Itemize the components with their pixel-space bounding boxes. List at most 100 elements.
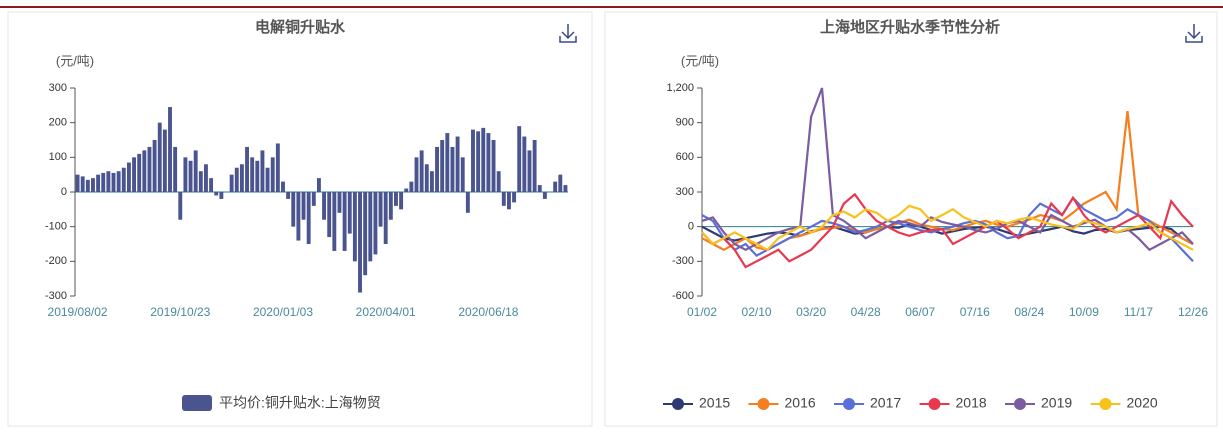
download-icon[interactable]: [1185, 24, 1203, 43]
y-tick-label: 300: [49, 82, 67, 94]
bar: [327, 192, 332, 238]
bar: [286, 192, 291, 199]
bar: [214, 192, 219, 196]
bar: [116, 171, 121, 192]
legend-label: 平均价:铜升贴水:上海物贸: [219, 395, 381, 411]
bar: [522, 136, 527, 192]
bar: [173, 146, 178, 192]
bar: [542, 192, 547, 199]
bar: [527, 150, 532, 192]
bar: [306, 192, 311, 244]
bar: [322, 192, 327, 220]
line: [701, 196, 1194, 263]
bar: [126, 162, 131, 192]
bar: [121, 167, 126, 192]
bar: [91, 178, 95, 192]
bar: [162, 129, 167, 192]
chart-title: 电解铜升贴水: [255, 18, 346, 36]
bar: [183, 157, 188, 192]
bar: [234, 167, 239, 192]
bar: [537, 185, 542, 192]
bar: [506, 192, 511, 210]
bar: [188, 160, 193, 192]
bar: [553, 181, 558, 192]
bar: [512, 192, 517, 203]
legend-marker: [672, 398, 684, 410]
legend-marker: [928, 398, 941, 410]
bar: [275, 143, 280, 192]
bar: [137, 153, 142, 192]
y-tick-label: -300: [672, 255, 694, 267]
bar: [296, 192, 301, 241]
bar: [147, 146, 152, 192]
y-axis-label: (元/吨): [681, 53, 719, 68]
bar: [239, 164, 244, 192]
y-tick-label: 100: [49, 151, 67, 163]
bar: [85, 179, 90, 192]
bar: [96, 174, 101, 192]
x-tick-label: 11/17: [1124, 305, 1153, 319]
bar: [255, 160, 260, 192]
bar: [270, 157, 275, 192]
bar: [281, 181, 285, 192]
x-tick-label: 04/28: [851, 305, 881, 319]
bar: [388, 192, 393, 220]
bar: [409, 181, 414, 192]
bar: [363, 192, 368, 276]
legend-label: 2018: [956, 395, 987, 411]
bar: [373, 192, 378, 255]
x-tick-label: 06/07: [905, 305, 935, 319]
bar: [219, 192, 224, 199]
panel: [604, 11, 1218, 427]
x-tick-label: 2020/06/18: [458, 305, 518, 319]
bar: [106, 171, 111, 192]
bar: [229, 174, 234, 192]
bar: [563, 185, 568, 192]
bar: [399, 192, 404, 210]
bar: [424, 164, 429, 192]
bar: [419, 150, 424, 192]
y-tick-label: -600: [672, 290, 694, 302]
bar: [245, 146, 249, 192]
bar: [532, 140, 537, 192]
x-tick-label: 10/09: [1069, 305, 1099, 319]
y-tick-label: 900: [676, 117, 694, 129]
bar: [157, 122, 162, 192]
x-tick-label: 2019/08/02: [48, 305, 108, 319]
bar: [193, 150, 198, 192]
bar: [491, 140, 496, 192]
x-tick-label: 03/20: [796, 305, 826, 319]
bar: [450, 146, 455, 192]
bar: [486, 133, 491, 192]
bar: [465, 192, 470, 213]
legend-label: 2017: [870, 395, 901, 411]
bar: [342, 192, 347, 251]
bar: [337, 192, 342, 213]
chart-title: 上海地区升贴水季节性分析: [820, 18, 1000, 36]
y-tick-label: 600: [676, 151, 694, 163]
bar: [368, 192, 373, 262]
bar: [455, 136, 460, 192]
bar: [445, 133, 450, 192]
download-icon[interactable]: [559, 24, 577, 43]
bar: [440, 140, 445, 192]
bar: [501, 192, 506, 206]
y-tick-label: 1,200: [666, 82, 694, 94]
bar: [352, 192, 357, 262]
y-tick-label: 0: [61, 186, 67, 198]
bar: [476, 131, 481, 192]
bar: [142, 150, 147, 192]
bar: [414, 157, 419, 192]
y-tick-label: -300: [45, 290, 67, 302]
bar: [429, 171, 434, 192]
x-tick-label: 2020/01/03: [253, 305, 313, 319]
legend-label: 2020: [1127, 395, 1158, 411]
bar: [209, 178, 214, 192]
x-tick-label: 08/24: [1014, 305, 1044, 319]
legend-marker: [1099, 398, 1112, 410]
line: [701, 204, 1194, 252]
bar: [481, 127, 486, 192]
x-tick-label: 2020/04/01: [356, 305, 416, 319]
bar: [311, 192, 316, 206]
bar: [265, 167, 270, 192]
